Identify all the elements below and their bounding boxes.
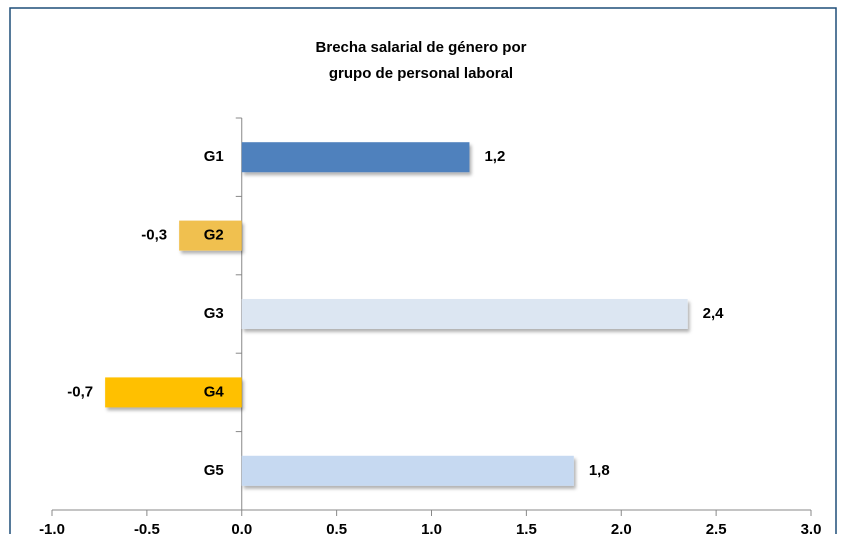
bar xyxy=(241,142,470,173)
chart-frame xyxy=(9,7,837,534)
chart-title: grupo de personal laboral xyxy=(329,65,513,82)
bar xyxy=(241,299,688,329)
x-tick-label: -1,0 xyxy=(39,521,65,534)
x-tick-label: 1,5 xyxy=(516,521,537,534)
x-tick-label: 2,0 xyxy=(611,521,632,534)
x-tick-label: 2,5 xyxy=(706,521,727,534)
y-tick-label: G4 xyxy=(204,383,225,400)
value-label: -0,7 xyxy=(67,383,93,400)
bar xyxy=(179,220,242,251)
y-tick-label: G5 xyxy=(204,462,224,479)
bar xyxy=(241,455,574,486)
x-tick-label: 0,0 xyxy=(231,521,252,534)
bar xyxy=(105,377,242,408)
chart-title: Brecha salarial de género por xyxy=(316,39,527,56)
x-tick-label: 3,0 xyxy=(801,521,822,534)
value-label: 1,8 xyxy=(589,462,610,479)
value-label: 1,2 xyxy=(484,148,505,165)
x-tick-label: 1,0 xyxy=(421,521,442,534)
y-tick-label: G1 xyxy=(204,148,224,165)
value-label: -0,3 xyxy=(141,227,167,244)
x-tick-label: -0,5 xyxy=(134,521,160,534)
x-tick-label: 0,5 xyxy=(326,521,347,534)
y-tick-label: G3 xyxy=(204,305,224,322)
y-tick-label: G2 xyxy=(204,227,224,244)
value-label: 2,4 xyxy=(703,305,725,322)
